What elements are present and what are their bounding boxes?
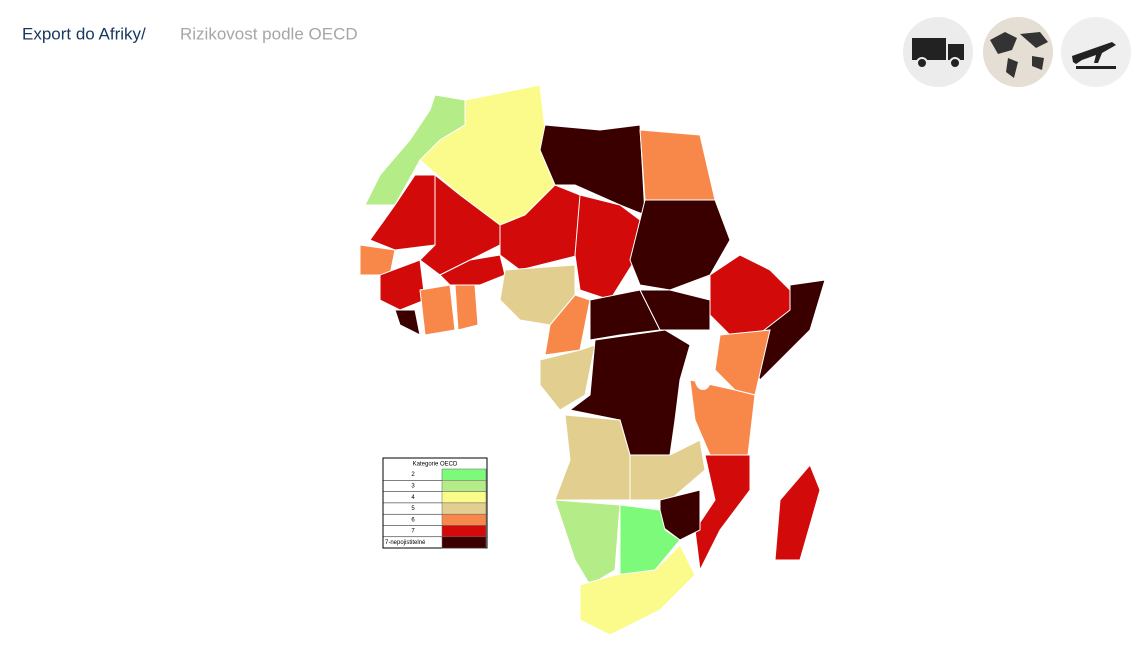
country [629,439,706,501]
legend-label: 7 [411,529,415,535]
africa-map [359,84,826,636]
icon-world[interactable] [983,17,1053,87]
legend-label: 2 [411,472,415,478]
country [574,194,641,301]
legend: Kategorie OECD 2 3 4 5 6 7 7-nepojistitelné [382,457,488,549]
country [394,309,421,336]
country [454,284,479,331]
lake [695,370,711,390]
country [554,499,621,586]
legend-swatch [441,468,487,481]
legend-label: 3 [411,484,415,490]
legend-swatch [441,513,487,526]
legend-swatch [441,502,487,515]
country [579,544,696,636]
icon-truck[interactable] [903,17,973,87]
country [694,454,751,572]
legend-label: 4 [411,495,415,501]
country [639,129,716,201]
country [359,244,396,276]
country [554,414,631,501]
breadcrumb-title: Rizikovost podle OECD [180,24,358,43]
legend-swatch [441,491,487,504]
country [379,259,426,311]
legend-swatch [441,480,487,492]
legend-swatch [441,536,487,549]
country [589,289,661,341]
country [774,464,821,561]
country [539,344,596,411]
country [714,329,771,396]
legend-title: Kategorie OECD [413,462,458,468]
legend-label: 5 [411,506,415,512]
breadcrumb-section: Export do Afriky/ [22,24,146,43]
country [544,294,591,356]
legend-label: 7-nepojistitelné [385,540,426,546]
legend-swatch [441,525,487,538]
country [744,279,826,381]
country [419,284,456,336]
icon-plane[interactable] [1061,17,1131,87]
legend-label: 6 [411,517,415,523]
